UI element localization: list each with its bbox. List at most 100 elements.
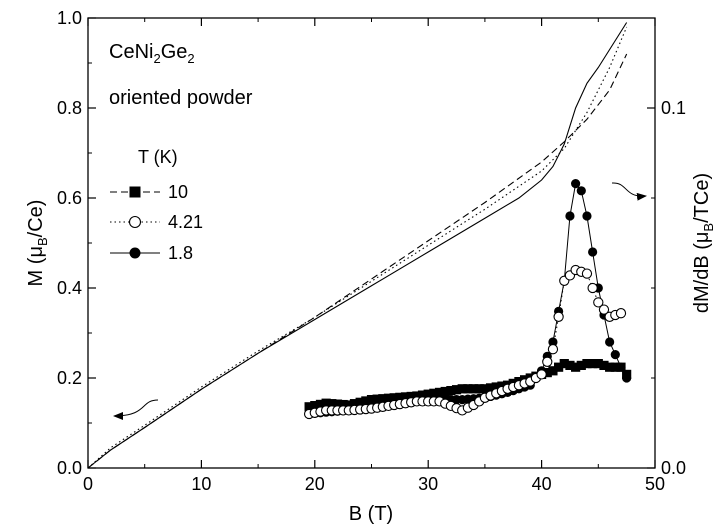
legend-label: 1.8 <box>168 243 193 263</box>
left-y-tick-label: 1.0 <box>57 8 82 28</box>
derivative-point-10K <box>378 394 388 404</box>
x-tick-label: 10 <box>191 474 211 494</box>
left-y-axis: 0.0 0.2 0.4 0.6 0.8 1.0 <box>57 8 96 478</box>
derivative-point-10K <box>372 394 382 404</box>
derivative-point-4-21K <box>587 282 598 294</box>
derivative-point-4-21K <box>598 304 610 315</box>
x-tick-label: 50 <box>645 474 665 494</box>
derivative-point-10K <box>593 359 603 369</box>
derivative-point-4-21K <box>593 297 604 308</box>
derivative-point-10K <box>588 359 598 369</box>
derivative-point-10K <box>582 359 592 369</box>
derivative-point-10K <box>491 382 501 392</box>
derivative-point-10K <box>315 399 326 409</box>
derivative-point-10K <box>327 399 337 409</box>
derivative-point-4-21K <box>536 369 547 380</box>
derivative-point-4-21K <box>553 311 564 322</box>
x-tick-label: 30 <box>418 474 438 494</box>
derivative-point-10K <box>457 384 467 394</box>
x-axis: 0 10 20 30 40 50 <box>83 18 665 494</box>
legend-label: 4.21 <box>168 212 203 232</box>
derivative-point-10K <box>400 392 411 402</box>
derivative-point-10K <box>361 396 371 406</box>
right-y-axis-title: dM/dB (μB/TCe) <box>691 173 716 313</box>
derivative-point-10K <box>310 401 320 411</box>
derivative-point-10K <box>412 391 422 401</box>
derivative-point-10K <box>395 392 405 402</box>
compound-label: CeNi2Ge2 <box>109 41 195 66</box>
derivative-point-10K <box>485 383 496 393</box>
legend-marker-1-8K <box>129 247 141 259</box>
derivative-point-10K <box>406 391 416 402</box>
derivative-point-10K <box>571 362 581 372</box>
derivative-point-10K <box>344 400 354 410</box>
legend-title: T (K) <box>138 147 178 167</box>
derivative-point-1-8K <box>565 211 575 221</box>
x-axis-title: B (T) <box>349 503 393 525</box>
derivative-point-10K <box>332 399 343 409</box>
derivative-point-10K <box>446 386 456 396</box>
derivative-point-10K <box>366 395 377 405</box>
derivative-point-1-8K <box>605 337 615 347</box>
derivative-point-10K <box>355 397 365 407</box>
magnetization-curves <box>87 22 628 469</box>
left-y-tick-label: 0.4 <box>57 278 82 298</box>
derivative-point-10K <box>468 384 479 394</box>
derivative-point-10K <box>349 399 360 409</box>
derivative-point-10K <box>576 360 586 370</box>
legend: 10 4.21 1.8 <box>110 182 203 263</box>
derivative-point-10K <box>338 399 348 410</box>
derivative-point-1-8K <box>548 337 558 347</box>
derivative-point-10K <box>383 393 394 403</box>
derivative-point-10K <box>389 393 399 403</box>
derivative-point-10K <box>554 362 564 372</box>
right-y-tick-label: 0.0 <box>661 458 686 478</box>
right-y-axis: 0.0 0.1 <box>647 98 686 478</box>
x-tick-label: 40 <box>532 474 552 494</box>
derivative-point-10K <box>451 385 462 395</box>
sample-label: oriented powder <box>109 87 253 109</box>
derivative-point-1-8K <box>588 247 598 257</box>
derivative-point-10K <box>599 360 609 370</box>
derivative-point-10K <box>434 387 445 397</box>
magnetization-line-1-8K <box>87 22 628 469</box>
derivative-point-10K <box>605 362 615 372</box>
left-y-tick-label: 0.0 <box>57 458 82 478</box>
derivative-point-10K <box>417 390 428 400</box>
derivative-point-10K <box>440 386 450 397</box>
derivative-point-10K <box>548 366 558 376</box>
derivative-point-10K <box>474 384 484 394</box>
left-y-axis-title: M (μB/Ce) <box>25 200 50 287</box>
left-y-tick-label: 0.2 <box>57 368 82 388</box>
derivative-line-1-8K <box>309 182 628 415</box>
left-axis-pointer-arrow <box>113 399 159 420</box>
derivative-point-1-8K <box>622 373 632 383</box>
derivative-point-1-8K <box>616 362 626 372</box>
legend-label: 10 <box>168 182 188 202</box>
derivative-point-1-8K <box>576 186 586 196</box>
x-tick-label: 0 <box>83 474 93 494</box>
derivative-point-1-8K <box>582 211 592 221</box>
derivative-point-4-21K <box>615 308 627 319</box>
derivative-curves <box>303 179 632 420</box>
derivative-point-10K <box>610 362 620 372</box>
derivative-point-10K <box>559 359 569 369</box>
derivative-point-10K <box>321 398 331 408</box>
legend-marker-10K <box>129 186 141 198</box>
left-y-tick-label: 0.6 <box>57 188 82 208</box>
left-y-tick-label: 0.8 <box>57 98 82 118</box>
derivative-point-10K <box>542 368 552 378</box>
derivative-point-10K <box>423 389 433 399</box>
right-y-tick-label: 0.1 <box>661 98 686 118</box>
derivative-point-1-8K <box>610 350 620 360</box>
derivative-point-10K <box>565 360 575 370</box>
derivative-point-10K <box>480 384 490 394</box>
derivative-point-1-8K <box>571 179 581 189</box>
derivative-point-4-21K <box>542 356 553 367</box>
derivative-point-10K <box>429 388 439 398</box>
derivative-point-4-21K <box>581 268 593 279</box>
derivative-point-10K <box>463 384 473 394</box>
legend-marker-4-21K <box>128 215 142 229</box>
derivative-point-4-21K <box>547 344 559 355</box>
